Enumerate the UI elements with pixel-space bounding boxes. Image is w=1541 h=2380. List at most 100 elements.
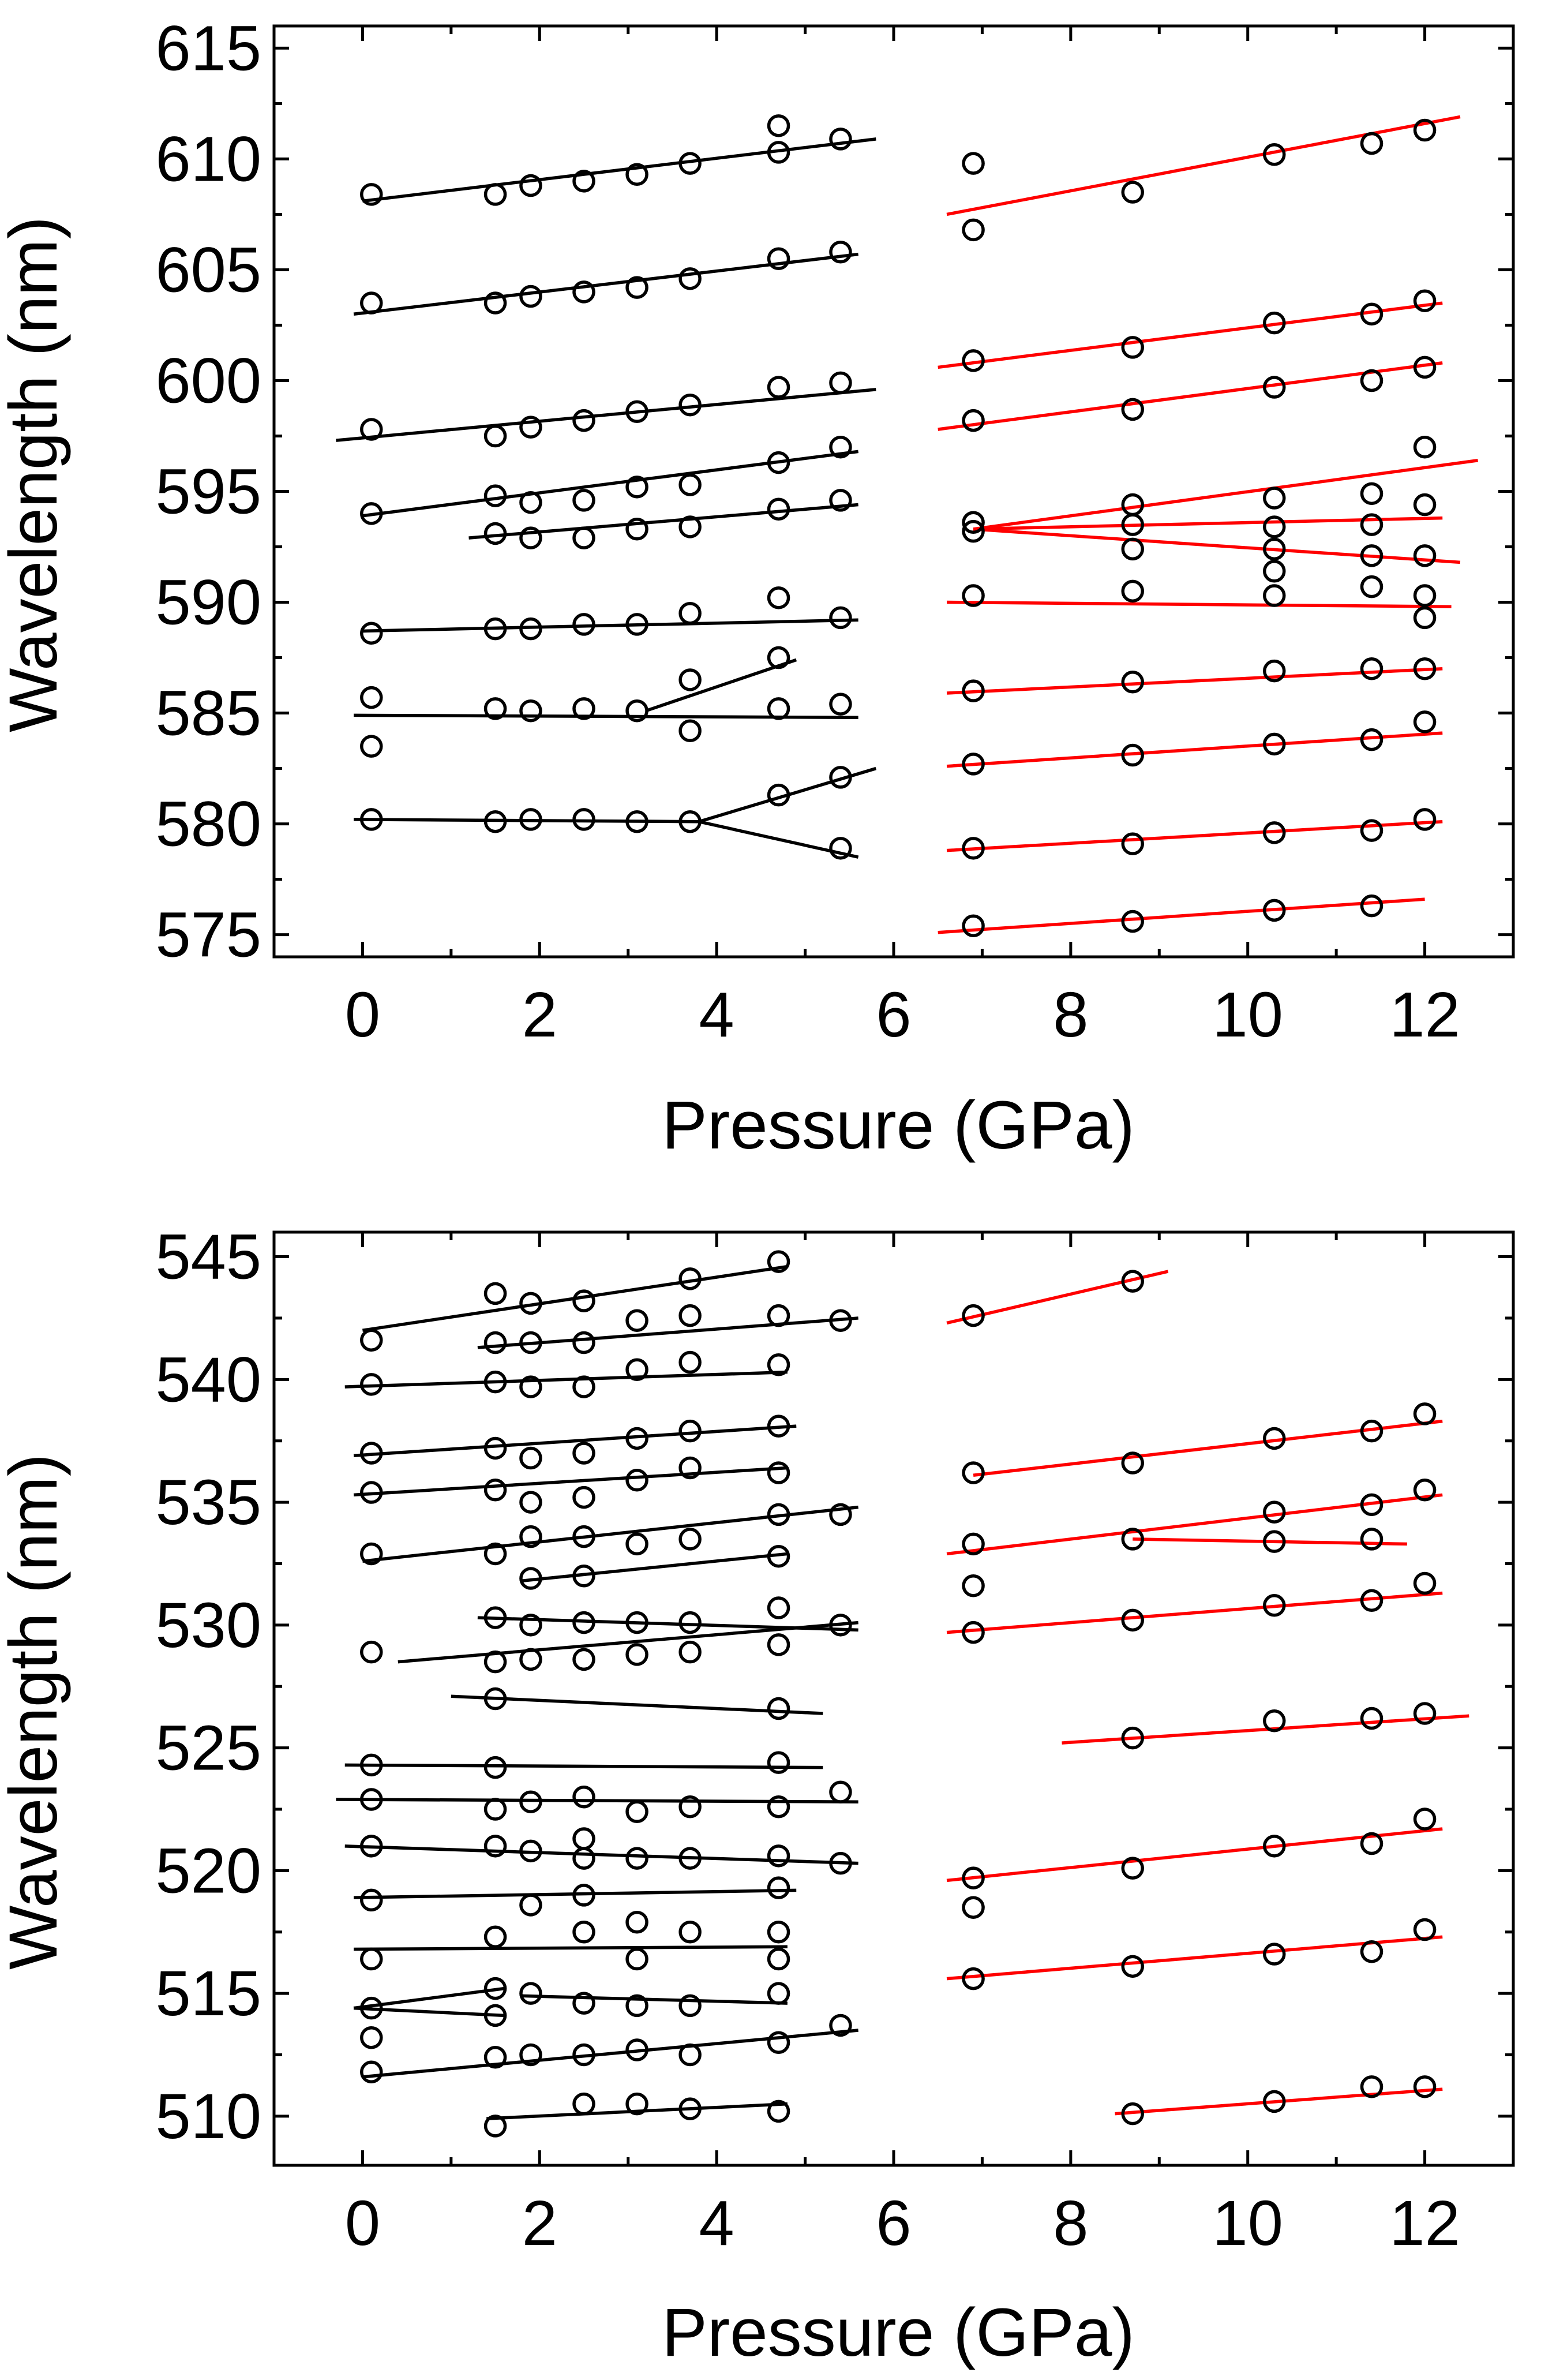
data-point bbox=[962, 1866, 985, 1889]
data-point bbox=[1413, 493, 1437, 517]
fit-line bbox=[938, 301, 1443, 369]
fit-line bbox=[344, 1370, 788, 1389]
data-point bbox=[483, 1925, 507, 1949]
data-point bbox=[767, 114, 790, 137]
data-point bbox=[767, 1795, 790, 1818]
data-point bbox=[1413, 355, 1437, 379]
data-point bbox=[1413, 657, 1437, 680]
data-point bbox=[1413, 2075, 1437, 2098]
data-point bbox=[767, 697, 790, 720]
x-tick-label: 6 bbox=[876, 2188, 911, 2259]
data-point bbox=[572, 409, 595, 432]
data-point bbox=[519, 1446, 542, 1470]
data-point bbox=[678, 668, 702, 691]
data-point bbox=[483, 2046, 507, 2069]
data-point bbox=[678, 1528, 702, 1551]
data-point bbox=[829, 489, 852, 512]
data-point bbox=[678, 719, 702, 743]
data-point bbox=[483, 617, 507, 641]
y-tick-label: 540 bbox=[155, 1344, 261, 1415]
data-point bbox=[1262, 659, 1286, 683]
fit-line bbox=[973, 1419, 1443, 1477]
data-point bbox=[829, 693, 852, 716]
data-point bbox=[767, 1844, 790, 1868]
x-tick-label: 0 bbox=[345, 979, 380, 1050]
fit-line bbox=[336, 1798, 858, 1803]
data-point bbox=[483, 522, 507, 545]
x-tick-label: 2 bbox=[522, 979, 557, 1050]
data-point bbox=[519, 1982, 542, 2005]
data-point bbox=[625, 1643, 648, 1666]
data-point bbox=[1360, 1940, 1383, 1963]
data-point bbox=[1360, 1528, 1383, 1551]
y-tick-label: 545 bbox=[155, 1222, 261, 1293]
data-point bbox=[625, 518, 648, 541]
data-point bbox=[678, 1847, 702, 1870]
data-point bbox=[572, 1921, 595, 1944]
fit-line bbox=[344, 1763, 823, 1769]
data-point bbox=[1262, 584, 1286, 607]
data-point bbox=[360, 622, 383, 645]
data-point bbox=[625, 163, 648, 186]
data-point bbox=[483, 1977, 507, 2000]
data-point bbox=[678, 473, 702, 496]
data-point bbox=[678, 152, 702, 175]
data-point bbox=[767, 1697, 790, 1720]
data-point bbox=[1121, 336, 1145, 359]
data-point bbox=[962, 409, 985, 432]
data-point bbox=[767, 1250, 790, 1273]
data-point bbox=[360, 1947, 383, 1971]
fit-line bbox=[946, 1493, 1443, 1556]
x-tick-label: 10 bbox=[1213, 979, 1283, 1050]
fit-line bbox=[946, 1270, 1169, 1325]
data-point bbox=[767, 783, 790, 807]
data-point bbox=[1413, 584, 1437, 607]
x-axis-label: Pressure (GPa) bbox=[662, 1087, 1135, 1163]
data-point bbox=[360, 502, 383, 525]
y-axis-label: Wavelength (nm) bbox=[0, 1454, 72, 1970]
data-point bbox=[360, 2060, 383, 2084]
data-point bbox=[572, 280, 595, 304]
x-axis-label: Pressure (GPa) bbox=[662, 2295, 1135, 2371]
data-point bbox=[678, 1611, 702, 1634]
data-point bbox=[678, 601, 702, 625]
data-point bbox=[519, 1648, 542, 1671]
data-point bbox=[1121, 743, 1145, 767]
data-point bbox=[678, 393, 702, 417]
data-point bbox=[962, 1461, 985, 1484]
data-point bbox=[1360, 302, 1383, 326]
data-point bbox=[360, 686, 383, 709]
fit-line bbox=[353, 2006, 505, 2018]
data-point bbox=[625, 1358, 648, 1382]
data-point bbox=[625, 2092, 648, 2116]
y-tick-label: 615 bbox=[155, 13, 261, 84]
data-point bbox=[1262, 311, 1286, 335]
data-point bbox=[1121, 579, 1145, 603]
data-point bbox=[519, 1331, 542, 1354]
fit-line bbox=[353, 252, 858, 316]
data-point bbox=[483, 2115, 507, 2138]
data-point bbox=[1413, 808, 1437, 831]
y-tick-label: 530 bbox=[155, 1590, 261, 1661]
data-point bbox=[625, 1611, 648, 1634]
fit-line bbox=[344, 1844, 858, 1865]
data-point bbox=[360, 291, 383, 315]
data-point bbox=[829, 371, 852, 395]
data-point bbox=[519, 1790, 542, 1813]
data-point bbox=[1360, 369, 1383, 392]
data-point bbox=[572, 489, 595, 512]
data-point bbox=[625, 1947, 648, 1971]
data-point bbox=[678, 2097, 702, 2120]
data-point bbox=[678, 267, 702, 290]
data-point bbox=[1413, 710, 1437, 734]
data-point bbox=[829, 837, 852, 860]
data-point bbox=[767, 1947, 790, 1971]
data-point bbox=[572, 808, 595, 831]
data-point bbox=[519, 416, 542, 439]
data-point bbox=[572, 2092, 595, 2116]
data-point bbox=[1121, 493, 1145, 517]
data-point bbox=[1413, 1918, 1437, 1941]
fit-line bbox=[398, 1621, 858, 1664]
fit-line bbox=[946, 819, 1443, 852]
